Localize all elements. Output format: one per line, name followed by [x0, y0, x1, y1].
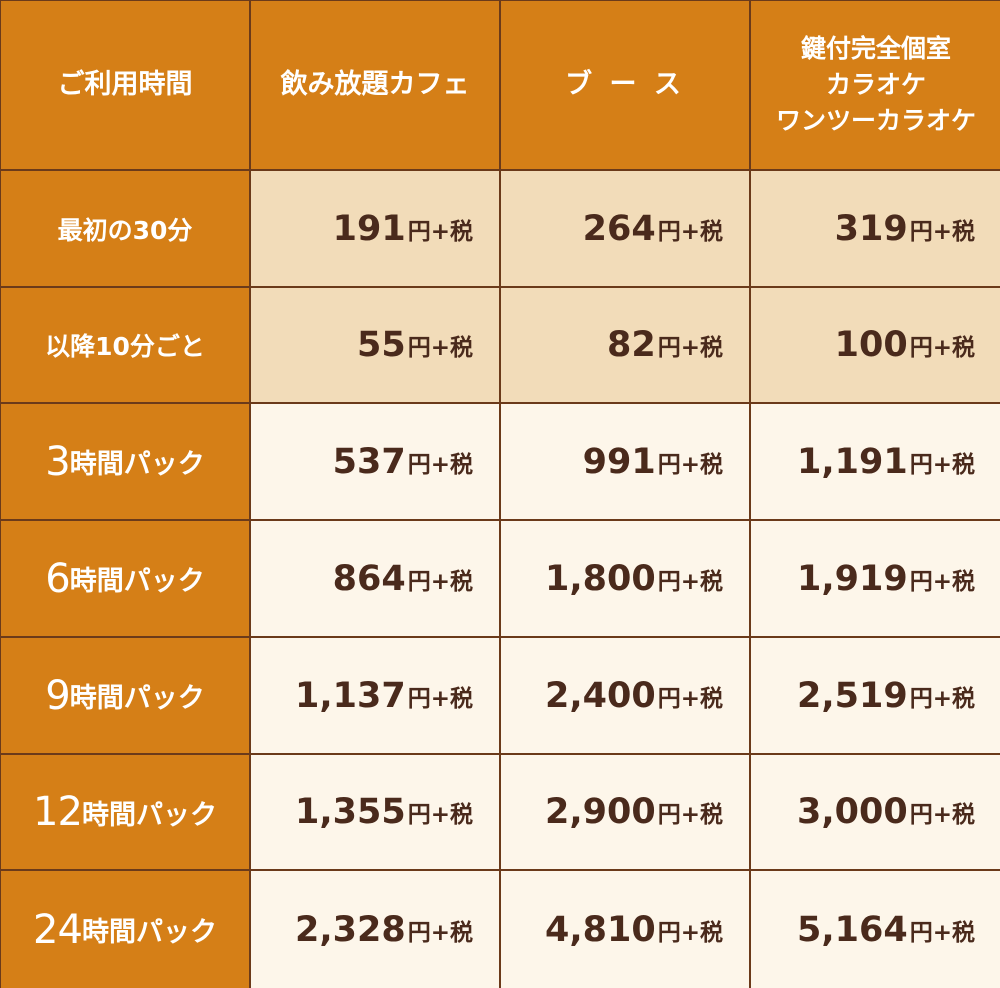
- price-amount: 82: [607, 325, 656, 365]
- price-cell: 55 円+税: [251, 288, 501, 404]
- price-unit: 円+税: [407, 218, 473, 245]
- row-label-per-10min: 以降10分ごと: [1, 288, 251, 404]
- header-usage-time-label: ご利用時間: [57, 69, 193, 101]
- price-amount: 4,810: [545, 909, 656, 950]
- price-amount: 991: [582, 441, 656, 482]
- price-amount: 100: [834, 325, 908, 365]
- price-unit: 円+税: [407, 568, 473, 595]
- price-cell: 5,164 円+税: [751, 871, 1000, 988]
- row-label-text: 時間パック: [69, 683, 205, 714]
- price-unit: 円+税: [657, 919, 723, 946]
- header-private-karaoke: 鍵付完全個室 カラオケ ワンツーカラオケ: [751, 1, 1000, 171]
- price-unit: 円+税: [909, 568, 975, 595]
- row-label-text: 以降10分ごと: [45, 332, 205, 361]
- header-drink-cafe: 飲み放題カフェ: [251, 1, 501, 171]
- price-amount: 1,137: [295, 675, 406, 716]
- header-booth-label: ブ ー ス: [565, 69, 685, 101]
- header-drink-cafe-label: 飲み放題カフェ: [280, 69, 470, 101]
- price-cell: 864 円+税: [251, 521, 501, 638]
- price-amount: 191: [332, 208, 406, 249]
- price-amount: 5,164: [797, 909, 908, 950]
- row-label-hours: 6: [45, 555, 70, 602]
- price-unit: 円+税: [407, 685, 473, 712]
- price-cell: 100 円+税: [751, 288, 1000, 404]
- price-unit: 円+税: [909, 802, 975, 828]
- price-unit: 円+税: [909, 218, 975, 245]
- header-private-room-label: 鍵付完全個室: [800, 33, 951, 63]
- price-cell: 1,919 円+税: [751, 521, 1000, 638]
- price-unit: 円+税: [909, 451, 975, 478]
- price-amount: 2,519: [797, 675, 908, 716]
- row-label-6h-pack: 6 時間パック: [1, 521, 251, 638]
- price-unit: 円+税: [909, 919, 975, 946]
- price-amount: 1,191: [797, 441, 908, 482]
- price-unit: 円+税: [657, 802, 723, 828]
- price-amount: 537: [332, 441, 406, 482]
- price-amount: 319: [834, 208, 908, 249]
- header-booth: ブ ー ス: [501, 1, 751, 171]
- price-unit: 円+税: [407, 451, 473, 478]
- row-label-text: 時間パック: [81, 917, 217, 948]
- price-cell: 1,137 円+税: [251, 638, 501, 755]
- price-unit: 円+税: [909, 335, 975, 361]
- price-amount: 2,328: [295, 909, 406, 950]
- price-cell: 1,191 円+税: [751, 404, 1000, 521]
- row-label-hours: 12: [33, 789, 83, 835]
- price-unit: 円+税: [407, 335, 473, 361]
- price-unit: 円+税: [657, 335, 723, 361]
- header-karaoke-label: カラオケ: [825, 69, 926, 99]
- price-amount: 1,919: [797, 558, 908, 599]
- price-cell: 3,000 円+税: [751, 755, 1000, 871]
- price-amount: 2,400: [545, 675, 656, 716]
- price-amount: 264: [582, 208, 656, 249]
- price-cell: 2,400 円+税: [501, 638, 751, 755]
- price-cell: 4,810 円+税: [501, 871, 751, 988]
- price-unit: 円+税: [657, 568, 723, 595]
- row-label-text: 最初の30分: [57, 215, 193, 245]
- price-unit: 円+税: [657, 451, 723, 478]
- row-label-hours: 24: [33, 906, 83, 953]
- row-label-3h-pack: 3 時間パック: [1, 404, 251, 521]
- price-amount: 1,355: [295, 792, 406, 832]
- row-label-24h-pack: 24 時間パック: [1, 871, 251, 988]
- row-label-text: 時間パック: [81, 799, 217, 831]
- price-unit: 円+税: [407, 802, 473, 828]
- price-amount: 3,000: [797, 792, 908, 832]
- price-cell: 991 円+税: [501, 404, 751, 521]
- price-unit: 円+税: [657, 218, 723, 245]
- price-cell: 191 円+税: [251, 171, 501, 288]
- price-cell: 319 円+税: [751, 171, 1000, 288]
- price-cell: 82 円+税: [501, 288, 751, 404]
- price-unit: 円+税: [909, 685, 975, 712]
- price-cell: 537 円+税: [251, 404, 501, 521]
- row-label-hours: 3: [45, 438, 70, 485]
- price-amount: 864: [332, 558, 406, 599]
- price-amount: 1,800: [545, 558, 656, 599]
- row-label-9h-pack: 9 時間パック: [1, 638, 251, 755]
- price-cell: 1,800 円+税: [501, 521, 751, 638]
- header-one-two-karaoke-label: ワンツーカラオケ: [775, 106, 976, 136]
- header-usage-time: ご利用時間: [1, 1, 251, 171]
- price-cell: 264 円+税: [501, 171, 751, 288]
- price-cell: 2,900 円+税: [501, 755, 751, 871]
- row-label-first-30min: 最初の30分: [1, 171, 251, 288]
- row-label-hours: 9: [45, 672, 70, 719]
- price-cell: 2,519 円+税: [751, 638, 1000, 755]
- price-amount: 55: [357, 325, 406, 365]
- price-cell: 2,328 円+税: [251, 871, 501, 988]
- price-unit: 円+税: [407, 919, 473, 946]
- price-amount: 2,900: [545, 792, 656, 832]
- price-unit: 円+税: [657, 685, 723, 712]
- row-label-12h-pack: 12 時間パック: [1, 755, 251, 871]
- row-label-text: 時間パック: [69, 566, 205, 597]
- row-label-text: 時間パック: [69, 449, 205, 480]
- price-cell: 1,355 円+税: [251, 755, 501, 871]
